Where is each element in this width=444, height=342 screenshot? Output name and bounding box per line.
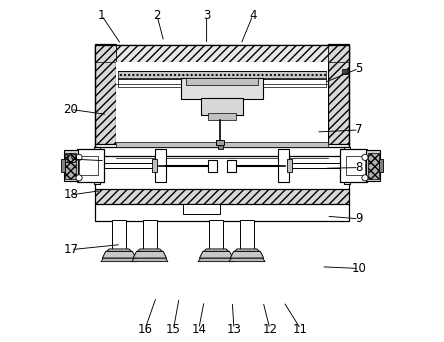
Text: 3: 3 bbox=[203, 9, 210, 22]
Bar bbox=[64, 150, 78, 181]
Text: 13: 13 bbox=[226, 323, 242, 336]
Text: 11: 11 bbox=[293, 323, 308, 336]
Circle shape bbox=[362, 175, 368, 181]
Bar bbox=[342, 69, 348, 74]
Text: 10: 10 bbox=[351, 262, 366, 275]
Text: 8: 8 bbox=[355, 161, 362, 174]
Bar bbox=[95, 45, 349, 147]
Polygon shape bbox=[198, 258, 234, 262]
Bar bbox=[155, 149, 166, 182]
Bar bbox=[346, 156, 365, 175]
Bar bbox=[95, 45, 349, 62]
Bar bbox=[118, 71, 326, 79]
Text: 14: 14 bbox=[191, 323, 206, 336]
Bar bbox=[208, 113, 236, 120]
Bar bbox=[218, 145, 223, 149]
Polygon shape bbox=[230, 251, 264, 258]
Polygon shape bbox=[102, 251, 136, 258]
Circle shape bbox=[362, 154, 368, 160]
Bar bbox=[95, 44, 116, 147]
Bar bbox=[95, 204, 349, 221]
Bar bbox=[379, 159, 383, 172]
Text: 7: 7 bbox=[355, 123, 363, 136]
Bar bbox=[366, 150, 380, 181]
Bar bbox=[328, 45, 349, 62]
Bar bbox=[182, 204, 220, 214]
Text: 20: 20 bbox=[63, 103, 78, 116]
Bar bbox=[344, 147, 350, 184]
Bar bbox=[340, 149, 367, 182]
Bar bbox=[116, 142, 328, 147]
Text: 15: 15 bbox=[166, 323, 181, 336]
Text: 19: 19 bbox=[63, 153, 78, 166]
Circle shape bbox=[76, 175, 82, 181]
Text: 12: 12 bbox=[262, 323, 278, 336]
Text: 1: 1 bbox=[98, 9, 105, 22]
Bar bbox=[143, 220, 157, 251]
Bar bbox=[209, 220, 223, 251]
Polygon shape bbox=[229, 258, 265, 262]
Bar bbox=[65, 153, 75, 179]
Polygon shape bbox=[132, 258, 168, 262]
Polygon shape bbox=[107, 249, 131, 251]
Bar bbox=[77, 149, 104, 182]
Text: 17: 17 bbox=[63, 243, 78, 256]
Text: 16: 16 bbox=[138, 323, 153, 336]
Bar bbox=[369, 153, 379, 179]
Polygon shape bbox=[234, 249, 259, 251]
Polygon shape bbox=[199, 251, 233, 258]
Polygon shape bbox=[152, 159, 157, 172]
Polygon shape bbox=[204, 249, 229, 251]
Bar bbox=[95, 144, 349, 157]
Polygon shape bbox=[101, 258, 137, 262]
Bar bbox=[94, 147, 100, 184]
Polygon shape bbox=[138, 249, 162, 251]
Bar bbox=[95, 189, 349, 205]
Bar bbox=[61, 159, 65, 172]
Bar bbox=[95, 45, 116, 62]
Text: 2: 2 bbox=[153, 9, 161, 22]
Polygon shape bbox=[287, 159, 292, 172]
Bar bbox=[240, 220, 254, 251]
Bar bbox=[112, 220, 126, 251]
Text: 18: 18 bbox=[63, 188, 78, 201]
Circle shape bbox=[76, 154, 82, 160]
Bar bbox=[328, 44, 349, 147]
Bar bbox=[181, 78, 263, 99]
Bar bbox=[227, 160, 236, 172]
Bar bbox=[216, 140, 224, 145]
Bar bbox=[208, 160, 217, 172]
Text: 5: 5 bbox=[355, 62, 362, 75]
Bar bbox=[186, 78, 258, 85]
Bar bbox=[116, 45, 328, 62]
Bar bbox=[118, 78, 326, 87]
Bar bbox=[79, 156, 98, 175]
Polygon shape bbox=[133, 251, 166, 258]
Bar bbox=[278, 149, 289, 182]
Text: 9: 9 bbox=[355, 212, 363, 225]
Bar bbox=[116, 62, 328, 147]
Bar bbox=[202, 98, 242, 115]
Bar bbox=[95, 156, 349, 190]
Text: 4: 4 bbox=[249, 9, 257, 22]
